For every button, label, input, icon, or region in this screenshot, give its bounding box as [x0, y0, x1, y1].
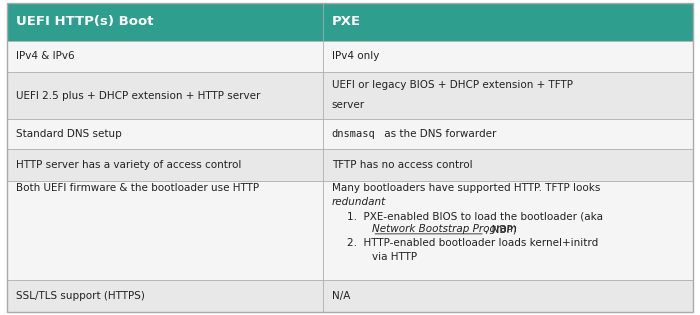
FancyBboxPatch shape: [7, 280, 323, 312]
Text: via HTTP: via HTTP: [372, 252, 417, 261]
Text: Many bootloaders have supported HTTP. TFTP looks: Many bootloaders have supported HTTP. TF…: [332, 183, 600, 193]
Text: server: server: [332, 100, 365, 110]
Text: IPv4 & IPv6: IPv4 & IPv6: [16, 51, 75, 61]
FancyBboxPatch shape: [7, 72, 323, 119]
Text: UEFI HTTP(s) Boot: UEFI HTTP(s) Boot: [16, 15, 153, 28]
Text: Standard DNS setup: Standard DNS setup: [16, 129, 122, 139]
FancyBboxPatch shape: [7, 181, 323, 280]
Text: , NBP): , NBP): [485, 224, 517, 234]
Text: Both UEFI firmware & the bootloader use HTTP: Both UEFI firmware & the bootloader use …: [16, 183, 259, 193]
FancyBboxPatch shape: [323, 119, 693, 149]
FancyBboxPatch shape: [323, 3, 693, 41]
Text: IPv4 only: IPv4 only: [332, 51, 379, 61]
Text: HTTP server has a variety of access control: HTTP server has a variety of access cont…: [16, 160, 241, 170]
Text: 2.  HTTP-enabled bootloader loads kernel+initrd: 2. HTTP-enabled bootloader loads kernel+…: [347, 238, 598, 248]
Text: TFTP has no access control: TFTP has no access control: [332, 160, 473, 170]
FancyBboxPatch shape: [323, 280, 693, 312]
Text: PXE: PXE: [332, 15, 361, 28]
Text: N/A: N/A: [332, 291, 350, 301]
FancyBboxPatch shape: [323, 72, 693, 119]
FancyBboxPatch shape: [323, 149, 693, 181]
FancyBboxPatch shape: [7, 41, 323, 72]
Text: redundant: redundant: [332, 197, 386, 207]
Text: as the DNS forwarder: as the DNS forwarder: [382, 129, 497, 139]
FancyBboxPatch shape: [7, 3, 323, 41]
Text: Network Bootstrap Program: Network Bootstrap Program: [372, 224, 517, 234]
FancyBboxPatch shape: [323, 181, 693, 280]
Text: UEFI or legacy BIOS + DHCP extension + TFTP: UEFI or legacy BIOS + DHCP extension + T…: [332, 80, 573, 90]
Text: dnsmasq: dnsmasq: [332, 129, 375, 139]
Text: UEFI 2.5 plus + DHCP extension + HTTP server: UEFI 2.5 plus + DHCP extension + HTTP se…: [16, 91, 260, 101]
FancyBboxPatch shape: [323, 41, 693, 72]
Text: SSL/TLS support (HTTPS): SSL/TLS support (HTTPS): [16, 291, 145, 301]
Text: 1.  PXE-enabled BIOS to load the bootloader (aka: 1. PXE-enabled BIOS to load the bootload…: [347, 211, 603, 221]
FancyBboxPatch shape: [7, 149, 323, 181]
FancyBboxPatch shape: [7, 119, 323, 149]
